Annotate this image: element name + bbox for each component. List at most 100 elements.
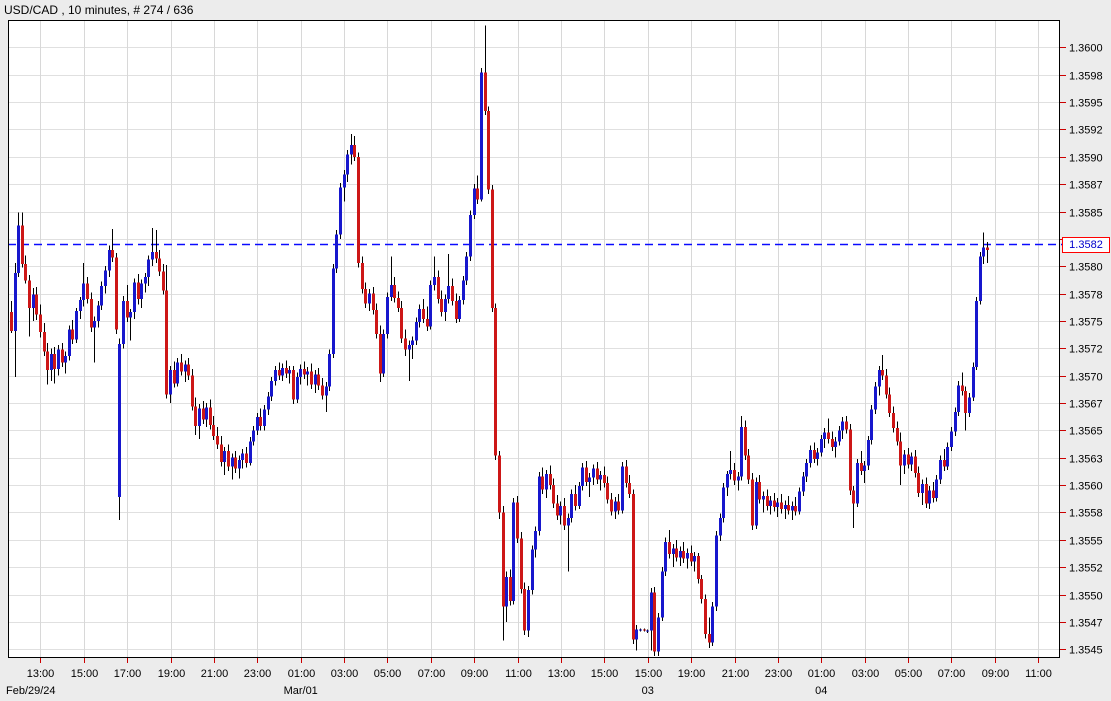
candle-down <box>187 364 190 376</box>
candle-up <box>274 370 277 382</box>
candle-up <box>390 284 393 297</box>
candle-up <box>447 285 450 300</box>
candle-up <box>921 484 924 493</box>
candle-up <box>176 362 179 384</box>
x-axis-label: 17:00 <box>114 668 142 680</box>
candle-down <box>35 294 38 315</box>
x-axis-date-label: Mar/01 <box>284 685 318 697</box>
candle-down <box>400 307 403 339</box>
candle-up <box>538 476 541 532</box>
candle-down <box>794 505 797 512</box>
candle-up <box>343 174 346 188</box>
candle-down <box>899 441 902 466</box>
candle-up <box>657 617 660 652</box>
y-axis-label: 1.3585 <box>1069 208 1103 220</box>
candle-down <box>675 548 678 558</box>
candle-up <box>335 234 338 269</box>
x-axis-label: 13:00 <box>27 668 55 680</box>
candle-up <box>512 502 515 602</box>
candle-down <box>155 252 158 259</box>
candle-up <box>802 476 805 492</box>
candle-down <box>317 374 320 386</box>
candle-up <box>415 322 418 341</box>
x-axis-label: 19:00 <box>158 668 186 680</box>
candle-up <box>856 463 859 504</box>
candle-down <box>162 271 165 291</box>
candle-up <box>408 345 411 350</box>
candle-down <box>552 485 555 504</box>
y-axis-label: 1.3560 <box>1069 481 1103 493</box>
candle-down <box>426 318 429 327</box>
candle-up <box>740 427 743 477</box>
candle-down <box>932 490 935 499</box>
candle-up <box>581 467 584 487</box>
candle-down <box>158 258 161 272</box>
x-axis-label: 15:00 <box>71 668 99 680</box>
candle-up <box>874 386 877 410</box>
candle-down <box>704 598 707 634</box>
candle-down <box>563 505 566 526</box>
candle-up <box>863 465 866 471</box>
x-axis-label: 21:00 <box>722 668 750 680</box>
candle-down <box>285 368 288 374</box>
candle-down <box>180 362 183 372</box>
candle-down <box>574 493 577 506</box>
last-price-value: 1.3582 <box>1069 238 1103 251</box>
candle-down <box>643 629 646 631</box>
candle-down <box>690 552 693 562</box>
candle-down <box>520 538 523 590</box>
candle-down <box>682 550 685 559</box>
x-axis-label: 07:00 <box>938 668 966 680</box>
candle-down <box>653 592 656 652</box>
candle-down <box>21 225 24 265</box>
candle-up <box>418 308 421 323</box>
candle-up <box>256 417 259 431</box>
candle-up <box>946 446 949 467</box>
candle-up <box>444 299 447 313</box>
candle-down <box>964 390 967 413</box>
x-axis-label: 09:00 <box>982 668 1010 680</box>
y-axis-label: 1.3598 <box>1069 71 1103 83</box>
candle-down <box>220 444 223 463</box>
candle-down <box>881 370 884 376</box>
x-axis-label: 21:00 <box>201 668 229 680</box>
candle-up <box>954 411 957 432</box>
candle-up <box>661 571 664 618</box>
candle-down <box>494 307 497 456</box>
candle-down <box>24 264 27 281</box>
candle-up <box>693 556 696 562</box>
candle-down <box>451 285 454 302</box>
candle-up <box>588 477 591 482</box>
candle-up <box>639 629 642 631</box>
candle-up <box>198 408 201 426</box>
candle-up <box>68 329 71 356</box>
candle-up <box>97 305 100 321</box>
y-axis-label: 1.3545 <box>1069 645 1103 657</box>
candle-up <box>776 502 779 507</box>
candle-down <box>917 473 920 493</box>
candle-up <box>32 294 35 308</box>
candle-up <box>249 441 252 464</box>
candle-down <box>498 455 501 513</box>
candle-up <box>737 476 740 481</box>
x-axis-label: 05:00 <box>895 668 923 680</box>
candle-up <box>14 272 17 331</box>
candle-up <box>252 430 255 442</box>
candle-up <box>281 368 284 376</box>
candle-down <box>437 277 440 300</box>
x-axis-date-label: 04 <box>815 685 827 697</box>
candle-down <box>516 502 519 539</box>
candle-down <box>404 338 407 350</box>
candle-down <box>202 408 205 420</box>
candle-up <box>679 550 682 558</box>
plot-border <box>8 20 1060 658</box>
candle-down <box>585 467 588 482</box>
candle-up <box>144 277 147 284</box>
candle-up <box>567 517 570 526</box>
candle-up <box>223 451 226 463</box>
candle-down <box>523 589 526 631</box>
candle-down <box>700 579 703 599</box>
candle-down <box>397 297 400 308</box>
candle-up <box>288 370 291 374</box>
